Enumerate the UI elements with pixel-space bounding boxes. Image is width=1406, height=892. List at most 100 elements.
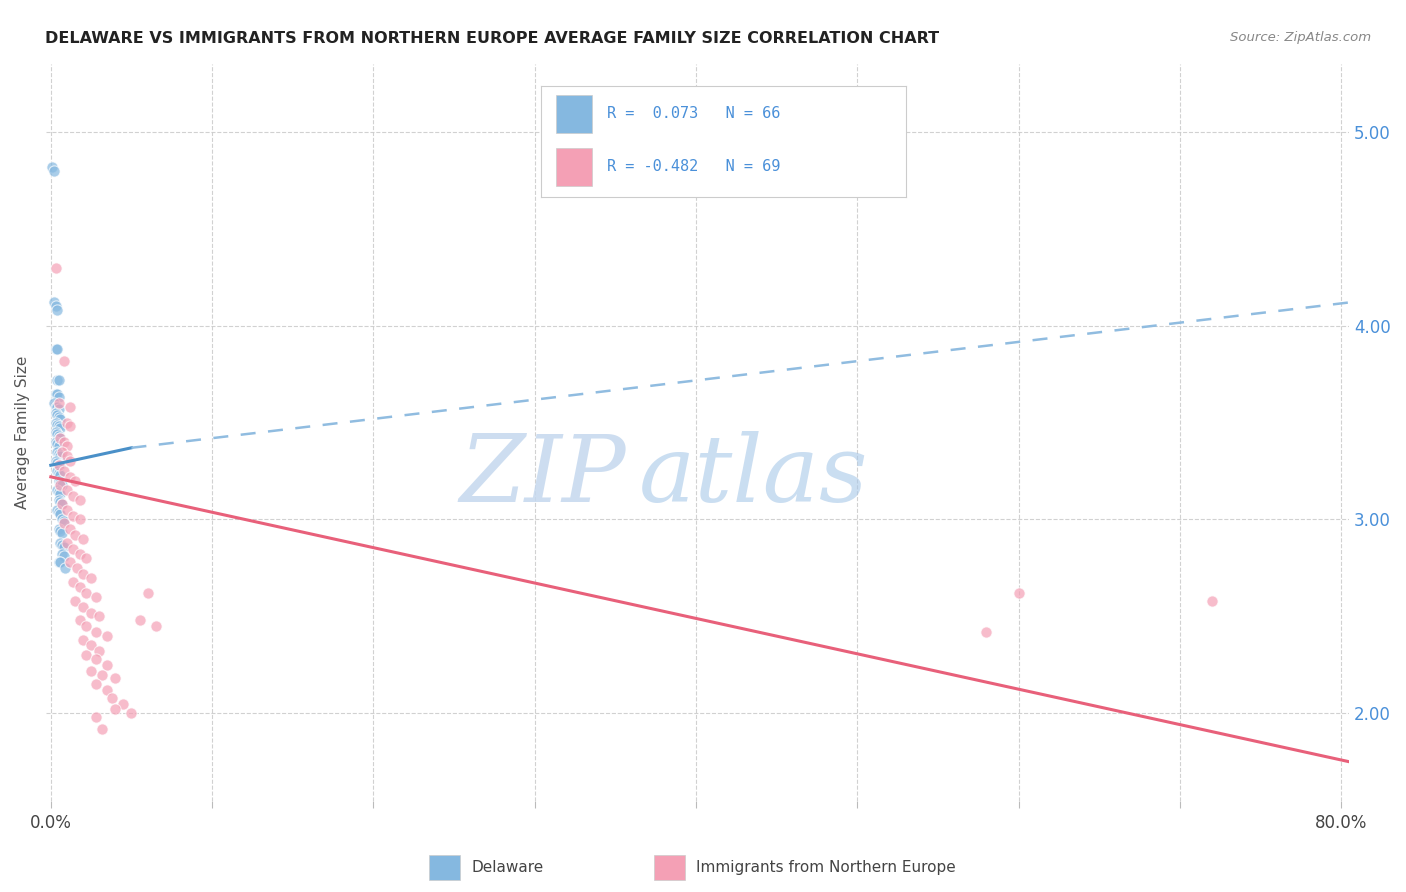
Point <box>72 532 94 546</box>
Point <box>48 458 70 473</box>
Text: DELAWARE VS IMMIGRANTS FROM NORTHERN EUROPE AVERAGE FAMILY SIZE CORRELATION CHAR: DELAWARE VS IMMIGRANTS FROM NORTHERN EUR… <box>45 31 939 46</box>
Point <box>49 555 72 569</box>
Point <box>51 512 73 526</box>
Point <box>45 406 67 420</box>
Point <box>49 535 72 549</box>
Point <box>45 400 67 414</box>
Point <box>49 411 72 425</box>
Point <box>51 477 73 491</box>
Point <box>51 538 73 552</box>
Point <box>46 456 69 470</box>
Point <box>136 586 159 600</box>
Point <box>49 477 72 491</box>
Point <box>59 555 82 569</box>
Point <box>51 444 73 458</box>
Point <box>69 512 91 526</box>
Point <box>56 416 79 430</box>
Point <box>45 260 67 275</box>
Point <box>42 396 65 410</box>
Point <box>62 489 84 503</box>
Point <box>72 566 94 581</box>
Text: Source: ZipAtlas.com: Source: ZipAtlas.com <box>1230 31 1371 45</box>
Point <box>42 163 65 178</box>
Point <box>72 632 94 647</box>
Point <box>56 449 79 463</box>
Point <box>84 710 107 724</box>
Point <box>46 386 69 401</box>
Point <box>65 561 87 575</box>
Point <box>59 522 82 536</box>
Point <box>84 677 107 691</box>
Point <box>46 464 69 478</box>
Point <box>49 431 72 445</box>
Point <box>91 667 114 681</box>
Point <box>52 434 75 449</box>
Point <box>59 454 82 468</box>
Point <box>48 439 70 453</box>
Point <box>46 437 69 451</box>
Point <box>49 475 72 490</box>
Point <box>46 417 69 432</box>
Point <box>56 439 79 453</box>
Point <box>48 409 70 424</box>
Point <box>52 464 75 478</box>
Point <box>69 613 91 627</box>
Point <box>80 639 103 653</box>
Point <box>45 386 67 401</box>
Point <box>48 493 70 508</box>
Point <box>48 391 70 405</box>
Point <box>46 373 69 387</box>
Point <box>45 425 67 440</box>
Point <box>120 706 142 721</box>
Point <box>101 690 124 705</box>
Point <box>49 495 72 509</box>
Point <box>49 458 72 473</box>
Point <box>46 342 69 356</box>
Point <box>45 299 67 313</box>
Point <box>80 664 103 678</box>
Point <box>52 540 75 554</box>
Point <box>46 400 69 414</box>
Point <box>48 466 70 480</box>
Point <box>52 515 75 529</box>
Point <box>46 483 69 498</box>
Text: Immigrants from Northern Europe: Immigrants from Northern Europe <box>696 861 956 875</box>
Point <box>59 470 82 484</box>
Point <box>56 503 79 517</box>
Point <box>48 522 70 536</box>
Point <box>89 644 111 658</box>
Point <box>48 458 70 473</box>
Point <box>72 599 94 614</box>
Point <box>62 541 84 556</box>
Point <box>128 613 150 627</box>
Point <box>48 419 70 434</box>
Point <box>59 400 82 414</box>
Point <box>48 555 70 569</box>
Point <box>51 497 73 511</box>
Point <box>75 619 97 633</box>
Point <box>45 454 67 468</box>
Point <box>48 485 70 500</box>
Point <box>49 507 72 521</box>
Point <box>104 702 127 716</box>
Point <box>91 722 114 736</box>
Point <box>48 373 70 387</box>
Point <box>80 606 103 620</box>
Point <box>46 408 69 422</box>
Point <box>75 586 97 600</box>
Point <box>69 493 91 508</box>
Point <box>41 160 63 174</box>
Point <box>56 535 79 549</box>
Point <box>48 505 70 519</box>
Point <box>46 303 69 318</box>
Point <box>75 648 97 662</box>
Point <box>84 624 107 639</box>
Point <box>51 548 73 562</box>
Point <box>69 580 91 594</box>
Point <box>63 474 86 488</box>
Point <box>62 574 84 589</box>
Point <box>1007 586 1029 600</box>
Point <box>84 590 107 604</box>
Point <box>96 683 118 698</box>
Point <box>48 474 70 488</box>
